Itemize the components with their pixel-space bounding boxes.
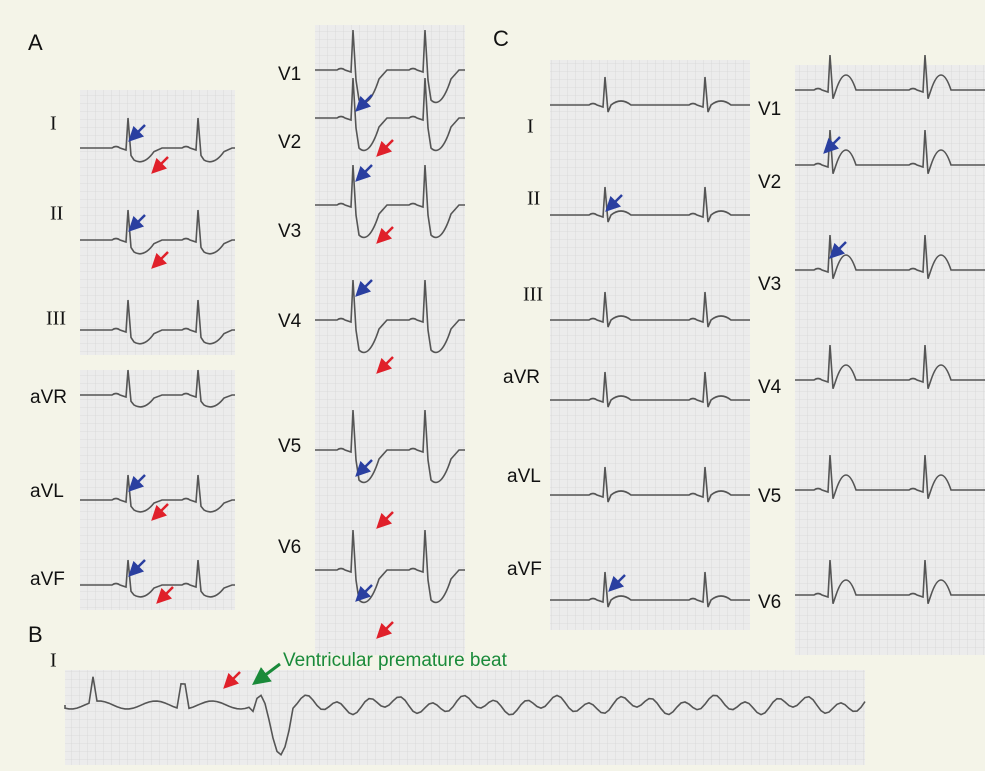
lead-label: aVL: [507, 466, 541, 487]
lead-label: III: [46, 308, 66, 330]
lead-label: II: [527, 188, 540, 210]
lead-label: V1: [758, 99, 781, 120]
ecg-strip: [80, 90, 235, 355]
lead-label: V5: [758, 486, 781, 507]
lead-label: aVR: [503, 367, 540, 388]
lead-label: V1: [278, 64, 301, 85]
lead-label: V2: [278, 132, 301, 153]
panel-label: B: [28, 622, 43, 647]
lead-label: V3: [278, 221, 301, 242]
ecg-strip: [315, 25, 465, 655]
lead-label: V4: [278, 311, 302, 332]
lead-label: aVL: [30, 481, 64, 502]
ecg-strip: [550, 60, 750, 630]
ecg-strip: [795, 65, 985, 655]
figure: A I II III aVR aVL aVF V1 V2 V3 V4 V5 V6…: [0, 0, 985, 771]
lead-label: V6: [758, 592, 781, 613]
annotation: Ventricular premature beat: [283, 650, 508, 671]
lead-label: V3: [758, 274, 781, 295]
panel-label: C: [493, 26, 509, 51]
lead-label: V2: [758, 172, 781, 193]
lead-label: I: [50, 650, 57, 672]
lead-label: III: [523, 284, 543, 306]
lead-label: V5: [278, 436, 301, 457]
lead-label: aVF: [30, 569, 65, 590]
lead-label: V4: [758, 377, 782, 398]
lead-label: II: [50, 203, 63, 225]
panel-label: A: [28, 30, 43, 55]
lead-label: aVR: [30, 387, 67, 408]
lead-label: I: [527, 116, 534, 138]
lead-label: aVF: [507, 559, 542, 580]
ecg-strips: [65, 25, 985, 765]
lead-label: I: [50, 113, 57, 135]
lead-label: V6: [278, 537, 301, 558]
